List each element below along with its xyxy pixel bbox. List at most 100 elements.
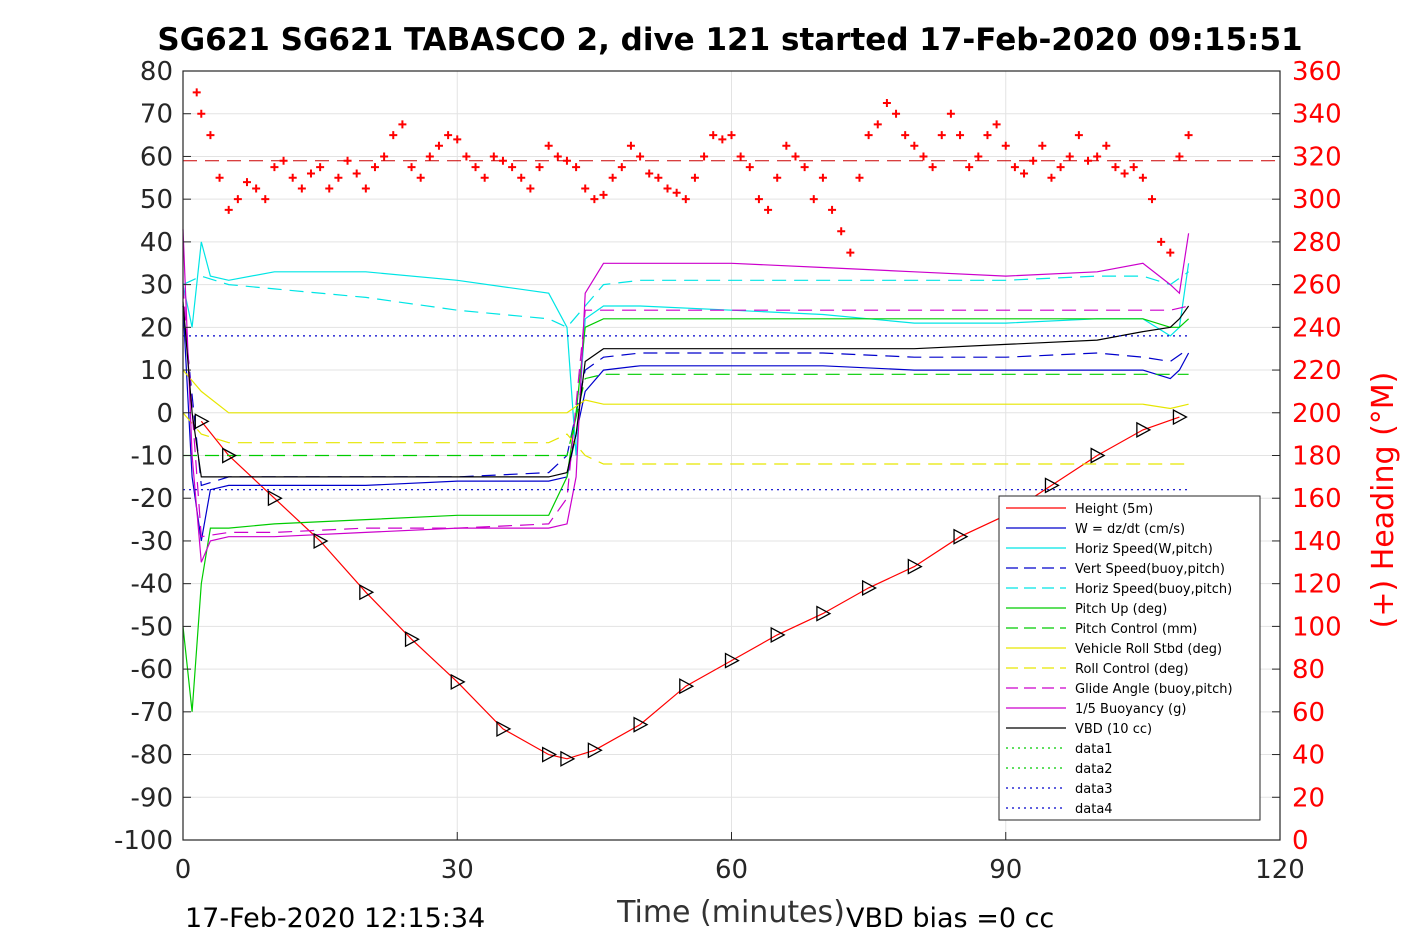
- legend-entry-1: W = dz/dt (cm/s): [1075, 522, 1185, 537]
- height-marker: [542, 746, 558, 763]
- heading-marker: [480, 173, 489, 182]
- height-marker: [587, 742, 603, 759]
- y-tick-label: -30: [131, 527, 173, 557]
- y2-tick-label: 320: [1292, 142, 1342, 172]
- heading-marker: [873, 120, 882, 129]
- heading-marker: [572, 163, 581, 172]
- height-marker: [496, 720, 512, 738]
- height-marker: [194, 413, 210, 430]
- heading-marker: [261, 195, 270, 204]
- height-marker: [861, 579, 877, 597]
- heading-marker: [983, 131, 992, 140]
- height-marker: [679, 678, 695, 695]
- heading-marker: [727, 131, 736, 140]
- heading-marker: [1001, 141, 1010, 150]
- y2-tick-label: 200: [1292, 399, 1342, 429]
- y2-axis-label: (+) Heading (°M): [1366, 372, 1401, 629]
- legend-entry-8: Roll Control (deg): [1075, 662, 1189, 677]
- heading-marker: [974, 152, 983, 161]
- height-marker: [816, 605, 832, 622]
- height-marker: [770, 626, 786, 644]
- height-marker: [1172, 408, 1188, 426]
- footer-timestamp: 17-Feb-2020 12:15:34: [185, 903, 485, 934]
- heading-marker: [937, 131, 946, 140]
- heading-marker: [325, 184, 334, 193]
- heading-marker: [471, 163, 480, 172]
- y-tick-label: 50: [140, 185, 173, 215]
- heading-marker: [306, 169, 315, 178]
- heading-marker: [434, 141, 443, 150]
- heading-marker: [526, 184, 535, 193]
- y2-tick-label: 140: [1292, 527, 1342, 557]
- series-line-8: [182, 412, 1189, 465]
- y2-tick-label: 0: [1292, 826, 1309, 856]
- heading-marker: [192, 88, 201, 97]
- heading-marker: [919, 152, 928, 161]
- y2-tick-label: 40: [1292, 741, 1325, 771]
- heading-marker: [215, 173, 224, 182]
- heading-marker: [508, 163, 517, 172]
- heading-marker: [1047, 173, 1056, 182]
- heading-marker: [1120, 169, 1129, 178]
- heading-marker: [828, 205, 837, 214]
- height-marker: [404, 631, 420, 648]
- heading-marker: [352, 169, 361, 178]
- legend-entry-0: Height (5m): [1075, 502, 1153, 517]
- y-tick-label: -40: [131, 570, 173, 600]
- heading-marker: [270, 163, 279, 172]
- y-tick-label: 40: [140, 228, 173, 258]
- heading-marker: [910, 141, 919, 150]
- y-tick-label: 20: [140, 313, 173, 343]
- heading-marker: [818, 173, 827, 182]
- heading-marker: [1038, 141, 1047, 150]
- height-marker: [1136, 421, 1152, 438]
- legend-entry-13: data2: [1075, 762, 1113, 777]
- heading-marker: [416, 173, 425, 182]
- heading-marker: [1148, 195, 1157, 204]
- legend-entry-6: Pitch Control (mm): [1075, 622, 1197, 637]
- heading-marker: [1166, 248, 1175, 257]
- heading-marker: [1138, 173, 1147, 182]
- y-tick-label: -10: [131, 442, 173, 472]
- heading-marker: [608, 173, 617, 182]
- footer-vbd-bias: VBD bias =0 cc: [846, 903, 1054, 934]
- heading-marker: [855, 173, 864, 182]
- heading-marker: [992, 120, 1001, 129]
- heading-marker: [233, 195, 242, 204]
- y-tick-label: -50: [131, 612, 173, 642]
- y2-tick-label: 20: [1292, 783, 1325, 813]
- heading-marker: [626, 141, 635, 150]
- heading-marker: [617, 163, 626, 172]
- heading-marker: [672, 188, 681, 197]
- height-marker: [907, 558, 923, 575]
- heading-marker: [535, 163, 544, 172]
- y-axis-left: 80 70 60 50 40 30 20 10 0 -10 -20 -30 -40 -50 -60 -70 -8…: [114, 57, 191, 856]
- heading-marker: [581, 184, 590, 193]
- heading-marker: [882, 99, 891, 108]
- x-tick-label: 30: [441, 855, 474, 885]
- heading-marker: [901, 131, 910, 140]
- x-tick-label: 0: [175, 855, 192, 885]
- heading-marker: [590, 195, 599, 204]
- y-tick-label: 80: [140, 57, 173, 87]
- heading-marker: [791, 152, 800, 161]
- y2-tick-label: 280: [1292, 228, 1342, 258]
- heading-marker: [453, 135, 462, 144]
- heading-marker: [489, 152, 498, 161]
- heading-marker: [1175, 152, 1184, 161]
- heading-marker: [654, 173, 663, 182]
- height-marker: [560, 750, 576, 767]
- legend-entry-5: Pitch Up (deg): [1075, 602, 1167, 617]
- height-marker: [724, 652, 740, 669]
- heading-marker: [645, 169, 654, 178]
- heading-marker: [599, 190, 608, 199]
- height-marker: [267, 490, 283, 507]
- height-marker: [953, 528, 969, 545]
- heading-marker: [681, 195, 690, 204]
- chart-title: SG621 SG621 TABASCO 2, dive 121 started …: [157, 22, 1302, 58]
- height-marker: [313, 532, 329, 550]
- y-tick-label: -60: [131, 655, 173, 685]
- series-line-7: [182, 369, 1189, 414]
- heading-marker: [1029, 156, 1038, 165]
- y2-tick-label: 80: [1292, 655, 1325, 685]
